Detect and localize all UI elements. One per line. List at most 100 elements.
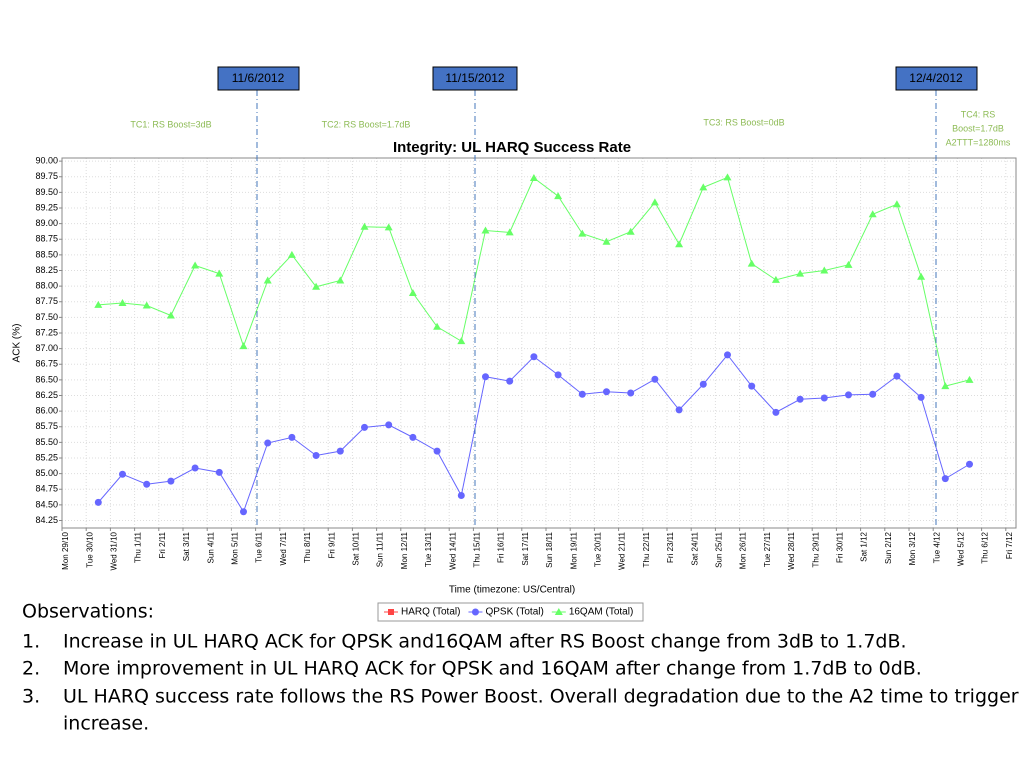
point: [288, 433, 296, 441]
point: [94, 498, 102, 506]
y-tick-label: 89.25: [35, 202, 58, 212]
point: [529, 174, 538, 181]
x-tick-label: Sun 18/11: [545, 531, 554, 567]
x-tick-label: Mon 29/10: [61, 531, 70, 569]
y-tick-label: 85.25: [35, 452, 58, 462]
x-tick-label: Sat 3/11: [182, 531, 191, 561]
x-tick-label: Wed 28/11: [787, 531, 796, 570]
point: [142, 301, 151, 309]
x-tick-label: Tue 27/11: [763, 531, 772, 567]
point: [675, 240, 684, 248]
x-tick-label: Mon 19/11: [569, 531, 578, 569]
point: [215, 269, 224, 277]
point: [651, 375, 659, 383]
marker-label: 11/15/2012: [445, 71, 504, 85]
marker-box: [432, 66, 518, 91]
legend-label: 16QAM (Total): [569, 607, 633, 618]
y-tick-label: 86.50: [35, 374, 58, 384]
point: [336, 447, 344, 455]
point: [724, 351, 731, 359]
x-tick-label: Tue 20/11: [594, 531, 603, 567]
marker-box: [895, 66, 978, 91]
point: [263, 276, 272, 284]
point: [408, 289, 417, 296]
point: [699, 380, 707, 388]
x-tick-label: Wed 14/11: [448, 531, 457, 570]
point: [578, 229, 587, 237]
point: [941, 382, 950, 390]
point: [626, 227, 635, 235]
x-tick-label: Fri 7/12: [1005, 531, 1014, 559]
x-tick-label: Fri 16/11: [497, 531, 506, 563]
x-tick-label: Thu 1/11: [134, 531, 143, 563]
y-tick-label: 85.50: [35, 437, 58, 447]
phase-label: A2TTT=1280ms: [946, 137, 1011, 147]
x-tick-label: Sun 2/12: [884, 531, 893, 564]
point: [191, 261, 200, 269]
point: [771, 275, 780, 283]
point: [482, 373, 489, 381]
point: [388, 609, 394, 615]
y-tick-label: 89.50: [35, 187, 58, 197]
point: [869, 390, 877, 398]
point: [118, 299, 127, 306]
point: [820, 394, 828, 402]
x-tick-label: Fri 23/11: [666, 531, 675, 563]
notes-heading: Observations:: [22, 601, 154, 623]
x-tick-label: Mon 5/11: [231, 531, 240, 564]
point: [603, 388, 610, 396]
y-tick-label: 85.00: [35, 468, 58, 478]
point: [457, 492, 465, 499]
note-number: 3.: [22, 686, 40, 708]
x-tick-label: Tue 30/10: [85, 531, 94, 567]
y-tick-label: 88.50: [35, 249, 58, 259]
point: [796, 395, 804, 403]
x-tick-label: Sun 25/11: [715, 531, 724, 567]
note-text: increase.: [63, 713, 149, 735]
y-tick-label: 90.00: [35, 156, 58, 166]
chart-title: Integrity: UL HARQ Success Rate: [393, 139, 631, 156]
point: [796, 269, 805, 277]
point: [917, 272, 926, 280]
point: [167, 477, 175, 485]
point: [215, 468, 223, 476]
x-tick-label: Wed 5/12: [957, 531, 966, 566]
marker-label: 12/4/2012: [909, 71, 963, 85]
point: [119, 470, 126, 478]
x-tick-label: Mon 12/11: [400, 531, 409, 569]
point: [966, 460, 973, 468]
plot-frame: [61, 157, 1017, 529]
y-tick-label: 84.50: [35, 499, 58, 509]
point: [481, 226, 490, 234]
point: [844, 260, 853, 268]
legend: [377, 602, 644, 622]
x-tick-label: Thu 6/12: [981, 531, 990, 563]
series-line: [97, 354, 970, 513]
point: [917, 393, 925, 401]
x-tick-label: Wed 21/11: [618, 531, 627, 570]
point: [699, 183, 708, 191]
point: [240, 508, 247, 516]
point: [868, 210, 877, 218]
y-tick-label: 86.00: [35, 406, 58, 416]
phase-label: TC2: RS Boost=1.7dB: [322, 119, 411, 129]
x-tick-label: Sun 11/11: [376, 531, 385, 567]
point: [287, 250, 296, 258]
note-text: More improvement in UL HARQ ACK for QPSK…: [63, 658, 922, 680]
point: [94, 300, 103, 308]
x-tick-label: Thu 22/11: [642, 531, 651, 567]
point: [457, 337, 466, 345]
point: [506, 377, 514, 385]
point: [166, 311, 175, 319]
y-tick-label: 87.50: [35, 312, 58, 322]
phase-label: TC4: RS: [961, 109, 996, 119]
point: [675, 406, 683, 414]
x-tick-label: Fri 30/11: [836, 531, 845, 563]
y-tick-label: 89.75: [35, 171, 58, 181]
point: [554, 371, 562, 379]
point: [361, 423, 368, 431]
note-number: 2.: [22, 658, 40, 680]
x-tick-label: Tue 6/11: [255, 531, 264, 562]
point: [748, 382, 756, 390]
y-tick-label: 87.25: [35, 327, 58, 337]
